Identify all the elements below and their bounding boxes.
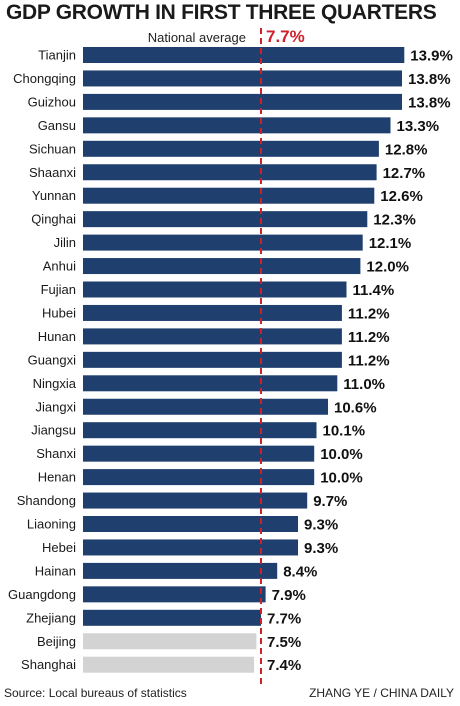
category-label: Ningxia bbox=[33, 376, 77, 391]
bar bbox=[83, 328, 342, 345]
source-note: Source: Local bureaus of statistics bbox=[4, 686, 187, 700]
bar bbox=[83, 93, 402, 110]
bar bbox=[83, 562, 278, 579]
value-label: 7.7% bbox=[267, 610, 301, 627]
category-label: Fujian bbox=[41, 282, 76, 297]
value-label: 12.7% bbox=[383, 165, 426, 182]
value-label: 13.8% bbox=[408, 71, 451, 88]
value-label: 12.0% bbox=[366, 259, 409, 276]
bar bbox=[83, 422, 317, 439]
category-label: Liaoning bbox=[27, 517, 76, 532]
category-label: Jilin bbox=[54, 235, 76, 250]
category-label: Shandong bbox=[17, 493, 76, 508]
category-label: Beijing bbox=[37, 634, 76, 649]
category-label: Qinghai bbox=[31, 212, 76, 227]
bar bbox=[83, 117, 391, 134]
category-label: Hainan bbox=[35, 563, 76, 578]
category-label: Chongqing bbox=[13, 71, 76, 86]
category-label: Guangxi bbox=[28, 352, 77, 367]
value-label: 10.6% bbox=[334, 399, 377, 416]
value-label: 12.8% bbox=[385, 141, 428, 158]
value-label: 9.3% bbox=[304, 540, 338, 557]
bar bbox=[83, 140, 379, 157]
category-label: Hubei bbox=[42, 305, 76, 320]
value-label: 9.3% bbox=[304, 517, 338, 534]
category-label: Yunnan bbox=[32, 188, 76, 203]
value-label: 8.4% bbox=[283, 563, 317, 580]
bar bbox=[83, 656, 255, 673]
category-label: Guizhou bbox=[28, 94, 76, 109]
national-average-label: National average bbox=[147, 30, 246, 45]
category-label: Anhui bbox=[43, 259, 76, 274]
category-label: Sichuan bbox=[29, 141, 76, 156]
value-label: 12.1% bbox=[369, 235, 412, 252]
category-label: Jiangsu bbox=[31, 423, 76, 438]
bar bbox=[83, 281, 347, 298]
value-label: 11.2% bbox=[348, 305, 390, 322]
category-label: Shanghai bbox=[21, 657, 76, 672]
value-label: 10.0% bbox=[320, 446, 363, 463]
chart-title: GDP GROWTH IN FIRST THREE QUARTERS bbox=[6, 1, 437, 24]
value-label: 7.4% bbox=[267, 657, 301, 674]
bar bbox=[83, 633, 257, 650]
bar bbox=[83, 609, 261, 626]
value-label: 11.2% bbox=[348, 329, 390, 346]
value-label: 11.4% bbox=[353, 282, 395, 299]
category-label: Guangdong bbox=[8, 587, 76, 602]
bar bbox=[83, 234, 363, 251]
bar bbox=[83, 351, 342, 368]
category-label: Zhejiang bbox=[26, 610, 76, 625]
category-label: Jiangxi bbox=[36, 399, 77, 414]
category-label: Tianjin bbox=[38, 48, 76, 63]
bar bbox=[83, 187, 375, 204]
value-label: 12.3% bbox=[373, 212, 416, 229]
bar bbox=[83, 469, 315, 486]
value-label: 12.6% bbox=[380, 188, 423, 205]
category-label: Gansu bbox=[38, 118, 76, 133]
category-label: Henan bbox=[38, 470, 76, 485]
bar bbox=[83, 398, 328, 415]
bar bbox=[83, 211, 368, 228]
value-label: 10.0% bbox=[320, 470, 363, 487]
bar bbox=[83, 47, 405, 63]
bar bbox=[83, 375, 338, 392]
bar bbox=[83, 304, 342, 321]
value-label: 13.3% bbox=[397, 118, 440, 135]
bar bbox=[83, 258, 361, 275]
value-label: 7.9% bbox=[272, 587, 306, 604]
value-label: 11.2% bbox=[348, 352, 390, 369]
value-label: 11.0% bbox=[343, 376, 385, 393]
value-label: 7.5% bbox=[267, 634, 301, 651]
bar bbox=[83, 586, 266, 603]
value-label: 10.1% bbox=[323, 423, 366, 440]
credit-note: ZHANG YE / CHINA DAILY bbox=[309, 686, 454, 700]
national-average-value: 7.7% bbox=[266, 27, 305, 46]
value-label: 9.7% bbox=[313, 493, 347, 510]
value-label: 13.9% bbox=[410, 48, 453, 65]
category-label: Hebei bbox=[42, 540, 76, 555]
bar bbox=[83, 492, 308, 509]
value-label: 13.8% bbox=[408, 94, 451, 111]
bar bbox=[83, 539, 298, 556]
category-label: Hunan bbox=[38, 329, 76, 344]
category-label: Shanxi bbox=[36, 446, 76, 461]
bar bbox=[83, 164, 377, 181]
bar bbox=[83, 445, 315, 462]
category-label: Shaanxi bbox=[29, 165, 76, 180]
bar bbox=[83, 516, 298, 532]
bar bbox=[83, 70, 402, 87]
